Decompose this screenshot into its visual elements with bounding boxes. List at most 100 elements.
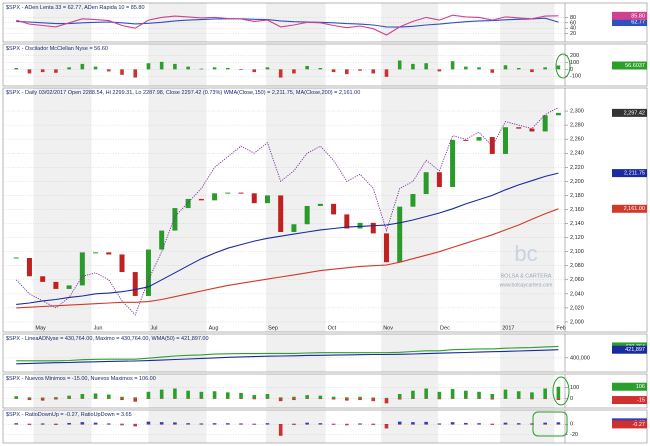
candle xyxy=(383,233,389,263)
bar xyxy=(305,398,309,399)
candle xyxy=(238,192,244,194)
bar xyxy=(556,386,561,399)
bar xyxy=(252,395,257,399)
series-line xyxy=(16,208,559,309)
bar xyxy=(292,398,296,401)
y-tick-label: 2,180 xyxy=(570,193,584,199)
x-tick-label: 2017 xyxy=(502,325,514,331)
candle xyxy=(529,128,535,132)
bar xyxy=(345,69,349,75)
bar xyxy=(384,69,389,77)
bar xyxy=(199,391,204,399)
bar xyxy=(371,397,376,399)
bar xyxy=(186,424,190,425)
bar xyxy=(490,424,495,425)
panel-header: $SPX - ADen Lenta 33 = 62.77, ADen Rapid… xyxy=(6,5,145,11)
bar xyxy=(411,422,415,425)
y-tick-label: 100 xyxy=(570,385,579,391)
bar xyxy=(146,391,151,399)
bar xyxy=(199,423,204,425)
bar xyxy=(146,421,151,425)
bar xyxy=(530,69,534,73)
y-tick-label: 40 xyxy=(570,26,576,32)
bar xyxy=(530,423,534,425)
bar xyxy=(54,398,58,400)
candle xyxy=(212,193,218,201)
candle xyxy=(436,172,442,187)
bar xyxy=(397,421,402,425)
bar xyxy=(292,396,296,399)
bar xyxy=(278,423,283,425)
bar xyxy=(80,424,85,425)
bar xyxy=(331,398,336,400)
overlay-line xyxy=(15,107,559,316)
y-tick-label: 2,300 xyxy=(570,109,584,115)
month-band xyxy=(381,410,439,443)
bar xyxy=(173,388,177,399)
month-band xyxy=(33,410,92,443)
value-badge xyxy=(612,420,647,429)
month-band xyxy=(500,3,555,42)
y-tick-label: 0 xyxy=(570,422,573,428)
bar xyxy=(464,424,468,425)
bar xyxy=(556,398,561,401)
candle xyxy=(145,249,151,296)
bar xyxy=(27,424,32,426)
candle xyxy=(502,127,508,154)
bar xyxy=(292,423,296,425)
value-badge xyxy=(612,11,647,20)
bar xyxy=(186,390,190,399)
bar xyxy=(331,69,336,73)
series-line xyxy=(16,345,559,362)
bar xyxy=(14,424,19,425)
x-tick-label: Jul xyxy=(150,325,157,331)
bar xyxy=(305,424,309,425)
bar xyxy=(437,69,442,72)
bar xyxy=(318,398,323,400)
bar xyxy=(252,423,257,425)
bar xyxy=(397,424,402,425)
bar xyxy=(265,398,270,399)
panel-header: $SPX - LineaADNyse = 430,764.00, Maximo … xyxy=(6,336,209,342)
bar xyxy=(424,63,428,70)
candle xyxy=(40,276,46,282)
bar xyxy=(133,424,138,427)
bar xyxy=(516,398,521,399)
watermark-logo: bc xyxy=(514,241,537,266)
bar xyxy=(384,397,389,399)
y-tick-label: 2,160 xyxy=(570,207,584,213)
bar xyxy=(516,391,521,399)
bar xyxy=(120,396,124,399)
bar xyxy=(411,390,415,399)
bar xyxy=(450,389,455,399)
bar xyxy=(106,69,111,72)
candle xyxy=(397,206,403,263)
value-badge xyxy=(612,18,647,27)
y-tick-label: 100 xyxy=(570,60,579,66)
y-tick-label: 2,060 xyxy=(570,277,584,283)
bar xyxy=(14,396,19,399)
y-tick-label: 80 xyxy=(570,15,576,21)
bar xyxy=(173,422,177,425)
bar xyxy=(437,423,442,425)
bar xyxy=(278,424,283,436)
month-band xyxy=(148,44,207,86)
value-badge xyxy=(612,169,647,178)
candle xyxy=(225,192,231,194)
bar xyxy=(226,392,230,399)
bar xyxy=(14,398,19,399)
bar xyxy=(120,423,124,425)
bar xyxy=(371,424,376,426)
bar xyxy=(450,398,455,399)
x-tick-label: Sep xyxy=(268,325,278,331)
candle xyxy=(410,194,416,207)
bar xyxy=(265,67,270,70)
month-band xyxy=(500,410,555,443)
value-badge xyxy=(612,108,647,117)
bar xyxy=(503,422,508,425)
candle xyxy=(159,230,165,250)
annotation-circle xyxy=(555,53,571,79)
x-tick-label: Feb xyxy=(556,325,565,331)
value-badge-label: 106 xyxy=(636,384,645,390)
bar xyxy=(464,66,468,70)
